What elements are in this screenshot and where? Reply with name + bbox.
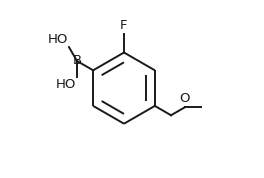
Text: O: O xyxy=(180,92,190,105)
Text: B: B xyxy=(72,54,82,67)
Text: HO: HO xyxy=(48,33,68,46)
Text: F: F xyxy=(120,19,128,32)
Text: HO: HO xyxy=(55,78,76,91)
